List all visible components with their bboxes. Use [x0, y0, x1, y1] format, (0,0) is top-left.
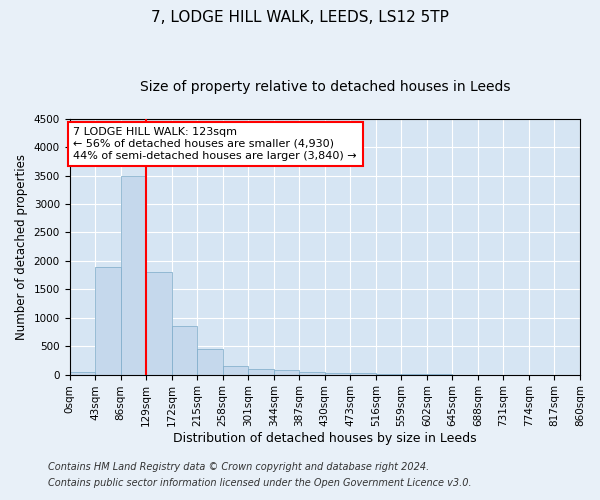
Bar	[172, 326, 197, 374]
Bar	[274, 370, 299, 374]
Text: Contains public sector information licensed under the Open Government Licence v3: Contains public sector information licen…	[48, 478, 472, 488]
Bar	[197, 349, 223, 374]
Bar	[223, 366, 248, 374]
Text: 7, LODGE HILL WALK, LEEDS, LS12 5TP: 7, LODGE HILL WALK, LEEDS, LS12 5TP	[151, 10, 449, 25]
Bar	[325, 373, 350, 374]
Bar	[121, 176, 146, 374]
Text: 7 LODGE HILL WALK: 123sqm
← 56% of detached houses are smaller (4,930)
44% of se: 7 LODGE HILL WALK: 123sqm ← 56% of detac…	[73, 128, 357, 160]
Bar	[146, 272, 172, 374]
Y-axis label: Number of detached properties: Number of detached properties	[15, 154, 28, 340]
Title: Size of property relative to detached houses in Leeds: Size of property relative to detached ho…	[140, 80, 510, 94]
Text: Contains HM Land Registry data © Crown copyright and database right 2024.: Contains HM Land Registry data © Crown c…	[48, 462, 429, 472]
Bar	[95, 266, 121, 374]
X-axis label: Distribution of detached houses by size in Leeds: Distribution of detached houses by size …	[173, 432, 476, 445]
Bar	[70, 372, 95, 374]
Bar	[299, 372, 325, 374]
Bar	[248, 369, 274, 374]
